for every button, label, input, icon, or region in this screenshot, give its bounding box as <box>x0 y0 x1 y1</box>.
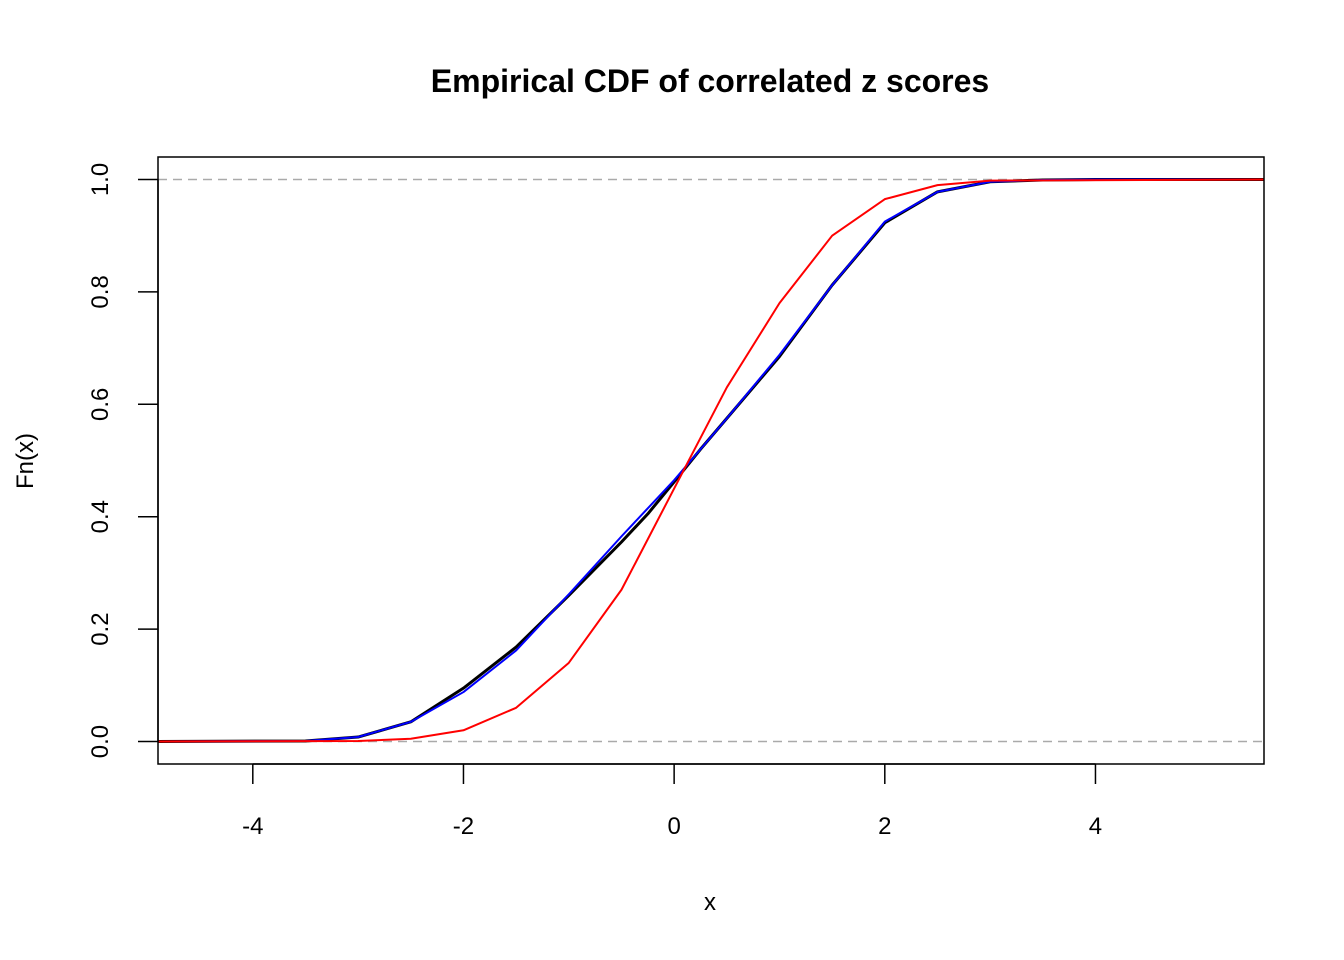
y-tick-label-5: 1.0 <box>87 163 114 196</box>
series-layer <box>157 177 1265 744</box>
y-tick-label-2: 0.4 <box>87 500 114 533</box>
x-axis-label: x <box>704 889 716 916</box>
x-tick-label-3: 2 <box>878 813 891 840</box>
series-line-1 <box>157 178 1264 743</box>
y-tick-label-1: 0.2 <box>87 612 114 645</box>
x-tick-label-1: -2 <box>453 813 474 840</box>
x-axis: -4 -2 0 2 4 <box>242 763 1102 840</box>
x-tick-label-0: -4 <box>242 813 263 840</box>
y-tick-label-3: 0.6 <box>87 388 114 421</box>
y-axis: 0.0 0.2 0.4 0.6 0.8 1.0 <box>87 163 159 758</box>
series-line-2 <box>157 178 1265 743</box>
series-line-0 <box>157 177 1264 744</box>
x-tick-label-2: 0 <box>667 813 680 840</box>
plot-frame <box>157 156 1265 765</box>
reference-lines <box>158 178 1264 743</box>
y-tick-label-0: 0.0 <box>87 725 114 758</box>
y-tick-label-4: 0.8 <box>87 275 114 308</box>
x-tick-label-4: 4 <box>1089 813 1102 840</box>
y-axis-label: Fn(x) <box>12 433 39 489</box>
chart-title: Empirical CDF of correlated z scores <box>431 63 989 99</box>
